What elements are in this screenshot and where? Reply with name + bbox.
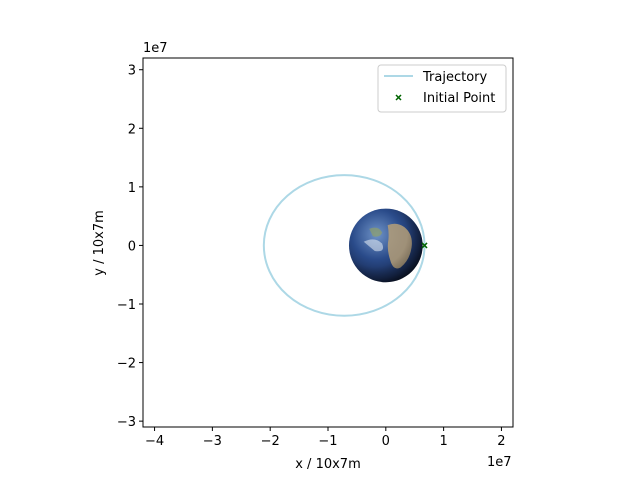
x-axis-ticks: −4 −3 −2 −1 0 1 2 [145,427,506,449]
y-tick-label: −2 [117,357,136,372]
x-offset-text: 1e7 [487,455,512,470]
y-tick-label: −1 [117,298,136,313]
legend-initial-point-swatch [395,94,402,101]
x-tick-label: −3 [203,434,222,449]
x-tick-label: 2 [497,434,505,449]
initial-point-marker [421,242,428,249]
y-tick-label: 2 [128,122,136,137]
x-tick-label: −2 [261,434,280,449]
y-tick-label: 0 [128,239,136,254]
y-axis-ticks: −3 −2 −1 0 1 2 3 [117,64,143,430]
axes-frame [142,57,514,428]
legend: Trajectory Initial Point [377,64,507,113]
x-tick-label: −4 [145,434,164,449]
x-tick-label: 1 [439,434,447,449]
y-tick-label: 1 [128,181,136,196]
legend-initial-point-label: Initial Point [423,91,495,106]
y-tick-label: 3 [128,64,136,79]
plot-area [262,174,428,317]
x-tick-label: 0 [382,434,390,449]
x-axis-label: x / 10x7m [295,457,361,472]
y-offset-text: 1e7 [143,41,168,56]
earth-image [348,208,423,283]
x-tick-label: −1 [318,434,337,449]
y-tick-label: −3 [117,415,136,430]
legend-trajectory-label: Trajectory [422,70,487,85]
y-axis-label: y / 10x7m [92,210,107,276]
